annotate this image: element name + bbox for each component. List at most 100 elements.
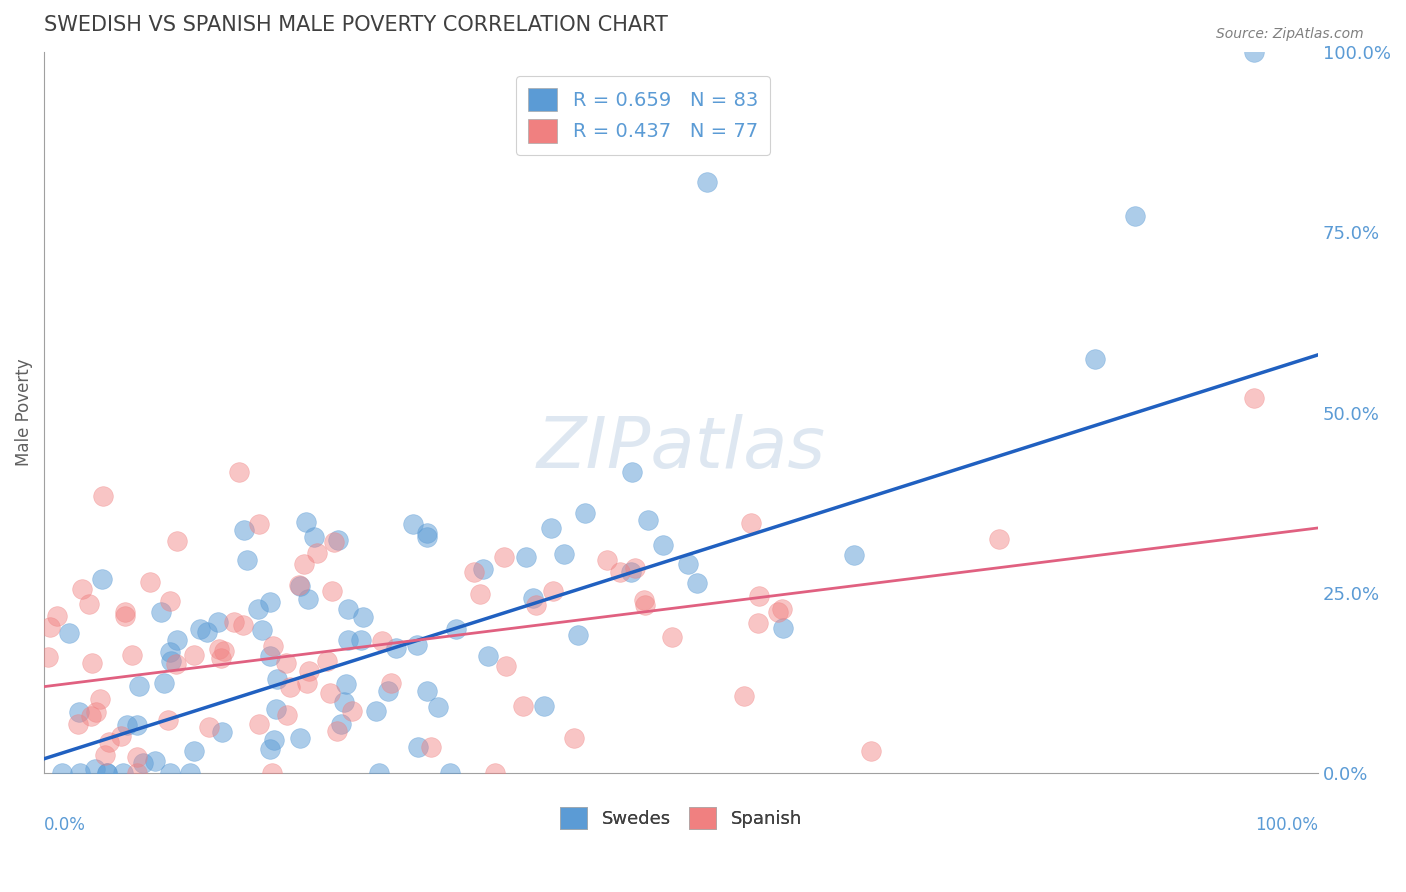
Point — [367, 766, 389, 780]
Point — [463, 565, 485, 579]
Point — [93, 489, 115, 503]
Point — [377, 684, 399, 698]
Point — [66, 717, 89, 731]
Point — [696, 175, 718, 189]
Point — [541, 584, 564, 599]
Point — [266, 672, 288, 686]
Point — [160, 654, 183, 668]
Point — [772, 621, 794, 635]
Point — [859, 744, 882, 758]
Point — [214, 644, 236, 658]
Point — [1084, 351, 1107, 366]
Point — [80, 656, 103, 670]
Point — [195, 624, 218, 639]
Point — [150, 605, 173, 619]
Point — [307, 546, 329, 560]
Point — [385, 640, 408, 655]
Point — [259, 595, 281, 609]
Point — [77, 597, 100, 611]
Point — [661, 630, 683, 644]
Point — [125, 750, 148, 764]
Point — [183, 648, 205, 662]
Point — [232, 618, 254, 632]
Point — [93, 748, 115, 763]
Point — [297, 592, 319, 607]
Point — [371, 634, 394, 648]
Point — [297, 676, 319, 690]
Point — [620, 565, 643, 579]
Point — [259, 741, 281, 756]
Point — [406, 740, 429, 755]
Legend: Swedes, Spanish: Swedes, Spanish — [553, 800, 808, 837]
Text: 100.0%: 100.0% — [1256, 816, 1319, 835]
Point — [110, 729, 132, 743]
Point — [533, 698, 555, 713]
Point — [208, 642, 231, 657]
Point — [470, 587, 492, 601]
Point — [768, 605, 790, 619]
Point — [112, 766, 135, 780]
Point — [288, 578, 311, 592]
Point — [294, 558, 316, 572]
Point — [321, 584, 343, 599]
Point — [492, 549, 515, 564]
Point — [51, 766, 73, 780]
Point — [37, 650, 59, 665]
Point — [405, 638, 427, 652]
Point — [842, 548, 865, 562]
Point — [96, 766, 118, 780]
Point — [209, 650, 232, 665]
Point — [247, 516, 270, 531]
Text: SWEDISH VS SPANISH MALE POVERTY CORRELATION CHART: SWEDISH VS SPANISH MALE POVERTY CORRELAT… — [44, 15, 668, 35]
Point — [316, 654, 339, 668]
Point — [439, 766, 461, 780]
Point — [352, 609, 374, 624]
Point — [335, 676, 357, 690]
Point — [114, 609, 136, 624]
Point — [471, 562, 494, 576]
Point — [477, 649, 499, 664]
Point — [131, 756, 153, 770]
Point — [288, 731, 311, 746]
Point — [419, 739, 441, 754]
Point — [634, 598, 657, 612]
Point — [553, 548, 575, 562]
Point — [159, 593, 181, 607]
Point — [295, 516, 318, 530]
Point — [250, 624, 273, 638]
Point — [84, 762, 107, 776]
Point — [427, 699, 450, 714]
Point — [246, 601, 269, 615]
Point — [416, 531, 439, 545]
Point — [323, 534, 346, 549]
Point — [329, 716, 352, 731]
Point — [263, 733, 285, 747]
Point — [522, 591, 544, 605]
Point — [259, 648, 281, 663]
Point — [342, 704, 364, 718]
Point — [1243, 391, 1265, 405]
Point — [337, 632, 360, 647]
Point — [747, 615, 769, 630]
Point — [415, 684, 437, 698]
Point — [350, 633, 373, 648]
Point — [304, 530, 326, 544]
Point — [526, 598, 548, 612]
Point — [624, 560, 647, 574]
Point — [770, 602, 793, 616]
Point — [89, 691, 111, 706]
Point — [207, 615, 229, 629]
Point — [637, 513, 659, 527]
Point — [276, 708, 298, 723]
Point — [484, 766, 506, 780]
Point — [621, 465, 644, 479]
Point — [1123, 209, 1146, 223]
Point — [115, 718, 138, 732]
Point — [166, 633, 188, 648]
Point — [67, 706, 90, 720]
Point — [96, 766, 118, 780]
Point — [159, 645, 181, 659]
Point — [987, 532, 1010, 546]
Point — [114, 605, 136, 619]
Point — [84, 705, 107, 719]
